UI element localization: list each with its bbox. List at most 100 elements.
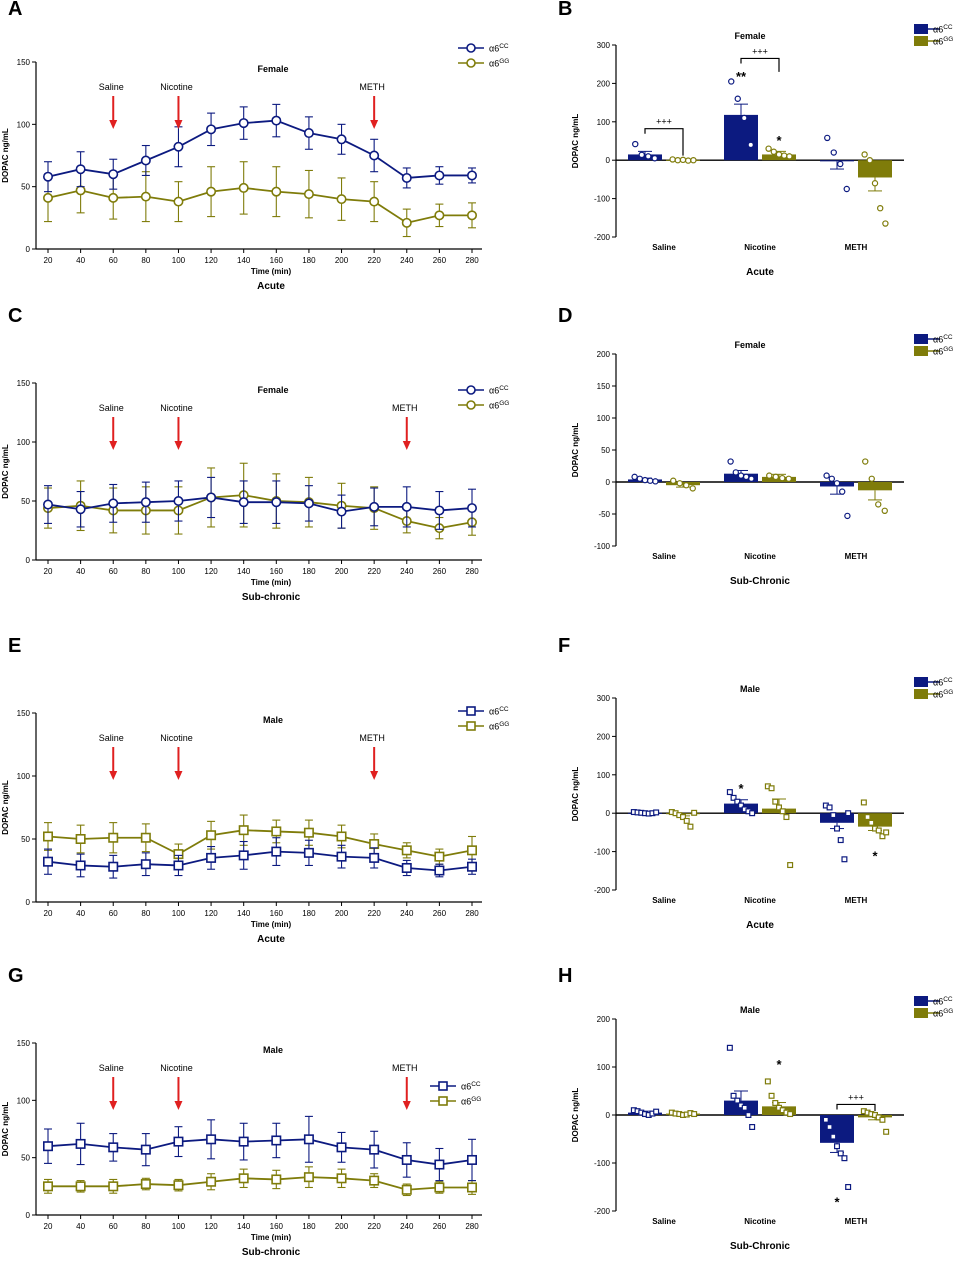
- category-label: METH: [845, 896, 868, 905]
- individual-point: [741, 1104, 748, 1111]
- bar: [666, 813, 700, 815]
- significance-star: *: [776, 1057, 782, 1072]
- data-point: [108, 192, 119, 203]
- data-point: [336, 831, 347, 842]
- arrow-meth: METH: [359, 82, 385, 129]
- data-point: [466, 210, 477, 221]
- x-tick-label: 220: [367, 567, 381, 576]
- y-tick-label: -100: [594, 542, 611, 551]
- individual-point: [826, 1123, 833, 1130]
- legend-cc-label-sup: CC: [499, 385, 509, 392]
- data-point: [401, 1184, 412, 1195]
- arrow-label: Nicotine: [160, 1063, 193, 1073]
- arrow-nicotine: Nicotine: [160, 403, 193, 450]
- data-point: [434, 865, 445, 876]
- data-point: [369, 1144, 380, 1155]
- individual-point: [860, 799, 867, 806]
- individual-point: [841, 1155, 848, 1162]
- individual-point: [861, 151, 868, 158]
- data-point: [369, 150, 380, 161]
- legend-cc-label: α6CC: [933, 24, 953, 35]
- legend-gg-label: α6GG: [489, 721, 509, 732]
- data-point: [401, 845, 412, 856]
- arrow-head: [174, 771, 183, 780]
- data-point: [75, 1138, 86, 1149]
- series-gg: [42, 1166, 477, 1197]
- category-label: Nicotine: [744, 243, 776, 252]
- x-tick-label: 180: [302, 1222, 316, 1231]
- series-cc: [42, 103, 477, 193]
- data-point: [108, 1181, 119, 1192]
- data-point: [434, 170, 445, 181]
- bar: [724, 114, 758, 161]
- category-label: Saline: [652, 896, 676, 905]
- y-tick-label: 100: [597, 771, 611, 780]
- individual-point: [768, 785, 775, 792]
- chart-title: Female: [734, 340, 765, 350]
- individual-point: [683, 482, 690, 489]
- data-point: [206, 1176, 217, 1187]
- y-tick-label: 200: [597, 350, 611, 359]
- individual-point: [868, 819, 875, 826]
- arrow-label: Nicotine: [160, 403, 193, 413]
- y-tick-label: 150: [17, 709, 31, 718]
- x-tick-label: 280: [465, 567, 479, 576]
- individual-point: [734, 1097, 741, 1104]
- legend-cc-label-base: α6: [489, 707, 499, 717]
- x-tick-label: 260: [433, 256, 447, 265]
- data-point: [434, 851, 445, 862]
- significance-bracket: +++: [740, 46, 780, 72]
- data-point: [369, 196, 380, 207]
- category-label: Saline: [652, 552, 676, 561]
- category-label: Saline: [652, 243, 676, 252]
- condition-label: Sub-chronic: [242, 592, 301, 603]
- data-point: [140, 155, 151, 166]
- bar: [858, 160, 892, 178]
- legend-gg-swatch: [914, 689, 928, 699]
- x-tick-label: 160: [270, 909, 284, 918]
- x-tick-label: 40: [76, 256, 85, 265]
- series-line: [47, 829, 473, 858]
- x-axis-label: Time (min): [251, 920, 292, 929]
- legend-gg-swatch: [914, 1008, 928, 1018]
- data-point: [108, 832, 119, 843]
- individual-point: [845, 810, 852, 817]
- y-tick-label: -200: [594, 233, 611, 242]
- panel-A: A Female 0 50 100 150 DOPAC ng/mL 20 40 60 80 100 12…: [1, 0, 509, 292]
- legend-cc-marker: [438, 1081, 448, 1091]
- arrow-head: [174, 120, 183, 129]
- data-point: [369, 501, 380, 512]
- data-point: [140, 497, 151, 508]
- y-axis-label: DOPAC ng/mL: [571, 1088, 580, 1143]
- panel-label: C: [8, 305, 22, 327]
- data-point: [336, 506, 347, 517]
- significance-star: *: [738, 781, 744, 796]
- data-point: [75, 860, 86, 871]
- panel-G: G Male 0 50 100 150 DOPAC ng/mL 20 40 60 80 100 120 1…: [1, 965, 482, 1258]
- x-tick-label: 160: [270, 567, 284, 576]
- individual-point: [741, 114, 748, 122]
- x-tick-label: 20: [44, 909, 53, 918]
- data-point: [434, 505, 445, 516]
- y-tick-label: 0: [26, 245, 31, 254]
- y-tick-label: 0: [26, 1211, 31, 1220]
- individual-point: [745, 1111, 752, 1118]
- data-point: [108, 498, 119, 509]
- series-cc: [42, 837, 477, 879]
- bar: [628, 154, 662, 161]
- individual-point: [734, 798, 741, 805]
- arrow-label: METH: [359, 733, 385, 743]
- x-tick-label: 180: [302, 909, 316, 918]
- arrow-head: [174, 441, 183, 450]
- arrow-label: Saline: [99, 733, 124, 743]
- legend-cc-label: α6CC: [933, 677, 953, 688]
- arrow-head: [402, 441, 411, 450]
- legend-cc-label-base: α6: [461, 1082, 471, 1092]
- individual-point: [882, 220, 889, 227]
- data-point: [206, 830, 217, 841]
- legend-gg-label-sup: GG: [943, 36, 953, 43]
- data-point: [434, 210, 445, 221]
- data-point: [336, 851, 347, 862]
- individual-point: [728, 78, 735, 85]
